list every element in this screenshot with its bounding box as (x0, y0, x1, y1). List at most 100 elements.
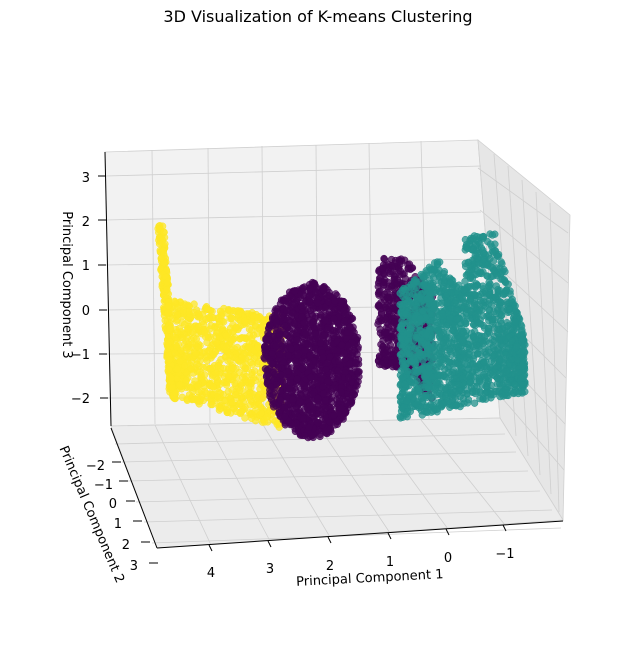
scatter-point (405, 350, 413, 358)
scatter-point (495, 335, 503, 344)
scatter-point (452, 323, 460, 332)
scatter-point (247, 414, 256, 422)
scatter-point (301, 339, 309, 348)
scatter-point (241, 414, 249, 422)
scatter-point (334, 366, 342, 375)
scatter-point (284, 351, 293, 359)
scatter-point (396, 414, 405, 422)
scatter-point (306, 401, 314, 410)
scatter-point (422, 408, 430, 416)
scatter-point (517, 322, 526, 330)
scatter-point (338, 341, 346, 349)
scatter-point (484, 324, 493, 332)
scatter-point (465, 350, 473, 358)
scatter-point (240, 317, 249, 325)
scatter-point (419, 356, 427, 365)
scatter-point (354, 368, 363, 376)
scatter-point (208, 400, 216, 409)
scatter-point (229, 364, 237, 372)
z-tick-label: 1 (82, 259, 90, 274)
scatter-point (208, 307, 216, 315)
scatter-point (163, 278, 171, 286)
scatter-point (513, 342, 521, 351)
scatter-point (425, 364, 433, 372)
scatter-point (326, 424, 334, 433)
x-tick-label: 0 (444, 551, 452, 566)
scatter-point (164, 340, 172, 348)
scatter-point (511, 302, 519, 310)
scatter-point (277, 336, 285, 344)
scatter-point (160, 228, 168, 236)
y-tick-label: 3 (130, 559, 138, 574)
scatter-point (203, 338, 211, 347)
scatter-point (379, 282, 387, 290)
scatter-point (207, 321, 215, 330)
scatter-point (326, 353, 334, 361)
scatter-point (390, 318, 398, 326)
scatter-point (435, 277, 443, 285)
scatter-point (238, 353, 246, 361)
scatter-point (340, 317, 349, 325)
scatter-point (458, 336, 466, 344)
scatter-point (449, 387, 457, 395)
scatter-point (467, 294, 475, 303)
scatter-point (215, 320, 223, 329)
scatter-point (405, 318, 413, 326)
x-tick-mark (327, 536, 332, 544)
scatter-point (330, 411, 338, 420)
scatter-point (410, 299, 419, 307)
x-tick-mark (208, 544, 213, 552)
scatter-point (444, 368, 453, 377)
scatter-point (492, 282, 500, 290)
scatter-point (381, 270, 389, 278)
scatter-point (228, 314, 236, 322)
scatter-point (354, 377, 362, 386)
scatter-point (177, 347, 185, 355)
scatter-point (273, 420, 281, 429)
scatter-point (461, 277, 469, 286)
scatter-point (314, 419, 322, 427)
scatter-point (443, 299, 451, 307)
scatter-point (438, 347, 446, 355)
scatter-point (267, 395, 276, 404)
scatter-point (335, 394, 343, 402)
scatter-point (438, 310, 447, 318)
scatter-point (224, 357, 232, 365)
scatter-point (420, 273, 428, 281)
scatter-point (482, 375, 490, 383)
grid-line (315, 421, 391, 534)
x-tick-label: 1 (386, 555, 394, 570)
scatter-point (439, 339, 447, 347)
scatter-point (381, 315, 390, 324)
grid-line (261, 422, 331, 538)
scatter-point (237, 408, 246, 416)
scatter-point (259, 394, 267, 402)
scatter-point (305, 359, 314, 367)
scatter-point (208, 364, 217, 372)
scatter-point (154, 225, 162, 233)
scatter-point (520, 348, 528, 356)
scatter-point (441, 384, 449, 392)
grid-line (368, 142, 374, 421)
scatter-point (180, 320, 189, 329)
scatter-point (238, 373, 247, 381)
scatter-point (293, 336, 301, 344)
scatter-point (432, 405, 440, 414)
scatter-point (505, 305, 513, 314)
scatter-point (499, 341, 507, 350)
scatter-point (502, 368, 510, 376)
scatter-point (497, 298, 505, 307)
scatter-point (327, 398, 336, 406)
scatter-point (329, 384, 337, 392)
scatter-point (175, 381, 184, 389)
scatter-point (334, 322, 343, 330)
scatter-point (395, 264, 403, 273)
scatter-point (231, 379, 239, 388)
scatter-point (187, 383, 195, 392)
scatter-point (472, 313, 480, 321)
scatter-point (511, 380, 519, 389)
scatter-point (452, 350, 460, 359)
scatter-point (239, 362, 247, 370)
scatter-point (251, 321, 260, 330)
